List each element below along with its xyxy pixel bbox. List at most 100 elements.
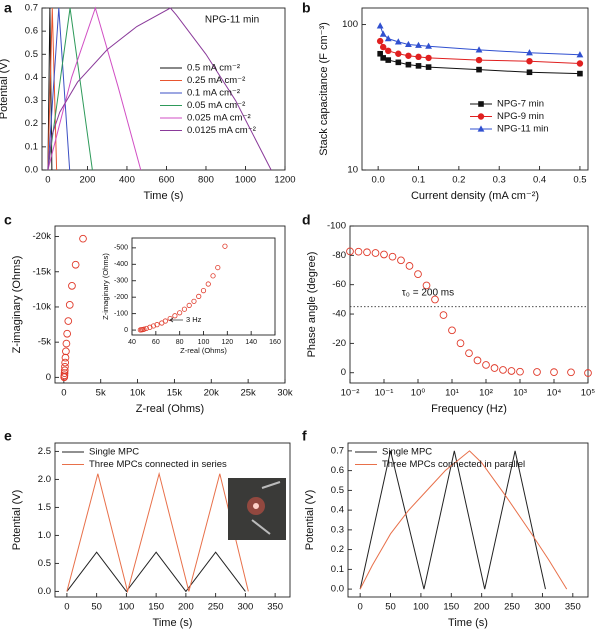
y-axis-label: Potential (V): [304, 490, 316, 551]
marker: [490, 364, 499, 372]
series-line: [359, 450, 568, 590]
marker: [150, 323, 157, 329]
y-tick-label: -400: [114, 261, 128, 268]
y-tick-label: 0.0: [331, 584, 344, 595]
legend-label: NPG-7 min: [497, 99, 544, 110]
marker: [448, 326, 456, 335]
marker: [482, 361, 490, 369]
marker: [380, 55, 386, 61]
y-tick-label: 1.5: [38, 502, 51, 513]
y-tick-label: 1.0: [38, 530, 51, 541]
marker: [385, 57, 392, 63]
marker: [61, 362, 69, 371]
plot-frame: [41, 7, 286, 171]
y-tick-label: 0.5: [38, 558, 51, 569]
legend-label: 0.0125 mA cm⁻²: [187, 125, 256, 136]
y-tick-label: -20: [332, 338, 346, 349]
y-tick-label: 0: [341, 367, 346, 378]
x-tick-label: 0.2: [452, 175, 465, 186]
x-tick-label: 0.0: [372, 175, 385, 186]
x-tick-label: 0: [45, 175, 50, 186]
x-tick-label: 0: [358, 602, 363, 613]
marker: [526, 49, 533, 56]
marker: [379, 30, 387, 37]
y-tick-label: -300: [114, 278, 128, 285]
marker: [71, 260, 80, 269]
y-tick-label: 0.6: [331, 465, 344, 476]
marker: [215, 264, 221, 271]
marker: [414, 270, 422, 278]
x-tick-label: 140: [245, 339, 257, 346]
marker: [476, 66, 482, 73]
marker: [526, 57, 533, 65]
marker: [196, 293, 202, 299]
marker: [577, 70, 583, 77]
x-tick-label: 50: [91, 602, 102, 613]
marker: [499, 366, 507, 374]
y-tick-label: -40: [332, 309, 346, 320]
y-tick-label: -200: [114, 294, 128, 301]
marker: [181, 306, 188, 312]
x-tick-label: 10⁻¹: [375, 388, 394, 399]
marker: [346, 247, 354, 256]
y-tick-label: 0.5: [331, 485, 344, 496]
marker: [465, 349, 473, 358]
x-tick-label: 350: [565, 602, 581, 613]
x-axis-label: Z-real (Ohms): [136, 403, 204, 415]
x-axis-label: Time (s): [153, 617, 193, 629]
y-tick-label: 2.0: [38, 474, 51, 485]
marker: [177, 310, 183, 316]
legend-label: 0.5 mA cm⁻²: [187, 63, 240, 74]
plot-frame: [347, 442, 589, 598]
y-tick-label: 0.2: [25, 118, 38, 129]
x-tick-label: 0.4: [533, 175, 546, 186]
y-axis-label: Potential (V): [11, 490, 23, 551]
x-tick-label: 600: [159, 175, 175, 186]
y-tick-label: 0.1: [331, 564, 344, 575]
y-tick-label: 2.5: [38, 446, 51, 457]
x-tick-label: 200: [474, 602, 490, 613]
y-tick-label: 0.0: [38, 586, 51, 597]
marker: [384, 35, 392, 42]
marker: [394, 38, 402, 45]
x-tick-label: 10⁰: [411, 388, 426, 399]
legend-label: Three MPCs connected in series: [89, 459, 227, 470]
x-tick-label: 10⁵: [581, 388, 596, 399]
x-tick-label: 250: [208, 602, 224, 613]
marker: [422, 281, 431, 290]
y-tick-label: 0.4: [331, 505, 344, 516]
x-tick-label: 25k: [240, 388, 256, 399]
x-tick-label: 150: [443, 602, 459, 613]
marker: [186, 302, 192, 309]
x-tick-label: 10⁴: [547, 388, 562, 399]
y-axis-label: Stack capacitance (F cm⁻³): [318, 22, 330, 156]
marker: [205, 281, 211, 287]
y-tick-label: -15k: [33, 266, 52, 277]
marker: [475, 56, 483, 64]
x-tick-label: 50: [385, 602, 396, 613]
legend-label: Single MPC: [382, 447, 432, 458]
y-tick-label: -500: [114, 245, 128, 252]
marker: [147, 324, 153, 330]
marker: [405, 40, 412, 48]
x-tick-label: 80: [176, 339, 184, 346]
y-tick-label: 0.3: [331, 524, 344, 535]
panel-letter: a: [4, 0, 12, 16]
marker: [395, 50, 402, 57]
marker: [439, 311, 448, 319]
marker: [60, 369, 69, 377]
marker: [576, 51, 584, 58]
x-tick-label: 10⁻²: [341, 388, 360, 399]
x-axis-label: Time (s): [144, 190, 184, 202]
photo: [228, 478, 286, 540]
x-axis-label: Time (s): [448, 617, 488, 629]
y-tick-label: 100: [342, 19, 358, 30]
y-tick-label: 0.2: [331, 544, 344, 555]
legend-label: NPG-9 min: [497, 111, 544, 122]
marker: [363, 248, 371, 257]
marker: [162, 318, 168, 324]
x-tick-label: 100: [118, 602, 134, 613]
marker: [385, 47, 392, 55]
x-tick-label: 0.3: [493, 175, 506, 186]
